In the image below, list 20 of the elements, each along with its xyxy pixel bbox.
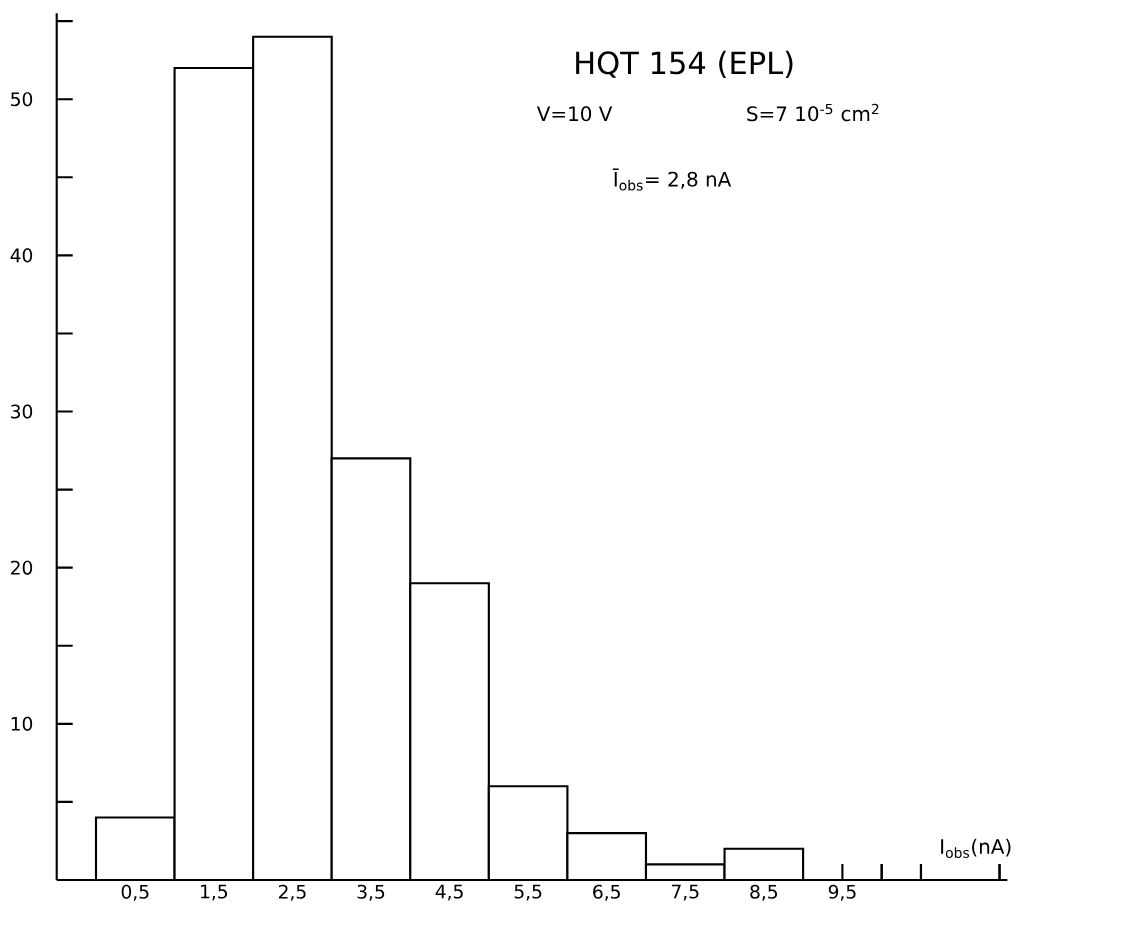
- annotation: Ī$_{obs}$= 2,8 nA: [612, 168, 732, 191]
- y-tick-label: 20: [11, 560, 33, 575]
- x-tick-label: 3,5: [357, 884, 385, 901]
- x-tick-label: 0,5: [121, 884, 149, 901]
- y-tick-label: 40: [10, 248, 33, 263]
- y-tick-label: 30: [11, 404, 33, 419]
- annotation: V=10 V: [536, 106, 613, 122]
- x-tick-label: 6,5: [593, 884, 620, 901]
- x-tick-label: 9,5: [828, 884, 856, 901]
- y-tick-label: 50: [11, 92, 33, 107]
- y-tick-label: 10: [11, 716, 33, 731]
- text: HQT 154 (EPL): [576, 50, 793, 78]
- x-tick-label: 8,5: [750, 884, 777, 901]
- x-tick-label: 4,5: [435, 884, 463, 901]
- x-tick-label: 5,5: [514, 884, 542, 901]
- x-tick-label: 7,5: [672, 884, 699, 901]
- x-tick-label: 2,5: [278, 884, 306, 901]
- annotation: S=7 10$^{-5}$ cm$^{2}$: [747, 103, 879, 122]
- x-tick-label: 1,5: [201, 884, 228, 901]
- x-axis-title: I$_{obs}$(nA): [941, 838, 1011, 858]
